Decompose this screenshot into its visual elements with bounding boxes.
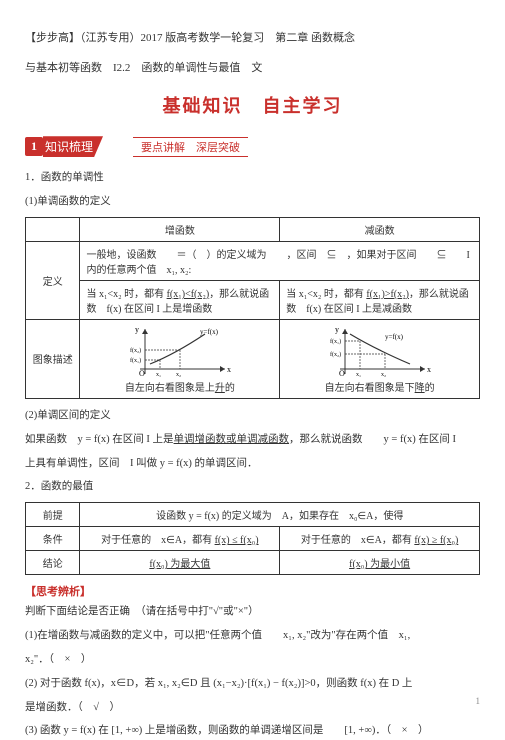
svg-text:x₂: x₂ (176, 372, 181, 378)
q1a: (1)在增函数与减函数的定义中，可以把"任意两个值 x₁, x₂"改为"存在两个… (25, 627, 480, 645)
svg-text:x₂: x₂ (381, 372, 386, 378)
tbl2-h1: 前提 (26, 503, 80, 527)
banner-label: 知识梳理 (43, 136, 103, 157)
section-2-title: 2．函数的最值 (25, 478, 480, 496)
svg-text:x₁: x₁ (156, 372, 161, 378)
s1-p2a: 如果函数 y = f(x) 在区间 I 上是单调增函数或单调减函数，那么就说函数… (25, 431, 480, 449)
svg-text:y=f(x): y=f(x) (200, 328, 219, 336)
th-increasing: 增函数 (80, 217, 280, 241)
svg-text:x: x (227, 365, 231, 374)
tbl2-res-max: f(x₀) 为最大值 (80, 551, 280, 575)
svg-text:x₁: x₁ (356, 372, 361, 378)
section-1-sub2: (2)单调区间的定义 (25, 407, 480, 425)
page-number: 1 (476, 696, 481, 706)
graph-increasing: x y O y=f(x) f(x₁) f(x₂) x₁ x₂ 自左向右看图象是上… (80, 319, 280, 398)
header-line-1: 【步步高】（江苏专用）2017 版高考数学一轮复习 第二章 函数概念 (25, 30, 480, 48)
svg-text:y: y (135, 325, 139, 334)
th-decreasing: 减函数 (280, 217, 480, 241)
think-title: 【思考辨析】 (25, 583, 480, 599)
def-inc-cell: 当 x₁<x₂ 时，都有 f(x₁)<f(x₂)，那么就说函数 f(x) 在区间… (80, 280, 280, 319)
svg-text:x: x (427, 365, 431, 374)
svg-text:O: O (339, 369, 345, 378)
tbl2-res-label: 结论 (26, 551, 80, 575)
svg-text:f(x₂): f(x₂) (330, 351, 341, 358)
tbl2-res-min: f(x₀) 为最小值 (280, 551, 480, 575)
graph-label: 图象描述 (26, 319, 80, 398)
tbl2-cond-max: 对于任意的 x∈A，都有 f(x) ≤ f(x₀) (80, 527, 280, 551)
banner-number: 1 (25, 137, 43, 156)
def-common: 一般地，设函数 ＝（ ）的定义域为 ，区间 ⊆ ，如果对于区间 ⊆ I 内的任意… (80, 241, 480, 280)
header-line-2: 与基本初等函数 I2.2 函数的单调性与最值 文 (25, 60, 480, 78)
section-banner: 1 知识梳理 要点讲解 深层突破 (25, 136, 480, 157)
section-1-sub1: (1)单调函数的定义 (25, 193, 480, 211)
extremum-table: 前提 设函数 y = f(x) 的定义域为 A，如果存在 x₀∈A，使得 条件 … (25, 502, 480, 575)
section-1-title: 1．函数的单调性 (25, 169, 480, 187)
tbl2-cond-label: 条件 (26, 527, 80, 551)
def-dec-cell: 当 x₁<x₂ 时，都有 f(x₁)>f(x₂)，那么就说函数 f(x) 在区间… (280, 280, 480, 319)
graph-decreasing: x y O y=f(x) f(x₁) f(x₂) x₁ x₂ 自左向右看图象是下… (280, 319, 480, 398)
main-title: 基础知识 自主学习 (163, 96, 343, 116)
svg-text:f(x₁): f(x₁) (130, 357, 141, 364)
svg-text:y: y (335, 325, 339, 334)
svg-text:y=f(x): y=f(x) (385, 333, 404, 341)
banner-subtitle: 要点讲解 深层突破 (133, 137, 248, 157)
svg-text:f(x₁): f(x₁) (330, 338, 341, 345)
tbl2-h2: 设函数 y = f(x) 的定义域为 A，如果存在 x₀∈A，使得 (80, 503, 480, 527)
def-label: 定义 (26, 241, 80, 319)
q1b: x₂"．（ × ） (25, 651, 480, 669)
main-title-row: 基础知识 自主学习 (25, 92, 480, 118)
s1-p2b: 上具有单调性，区间 I 叫做 y = f(x) 的单调区间． (25, 455, 480, 473)
q2a: (2) 对于函数 f(x)，x∈D，若 x₁, x₂∈D 且 (x₁−x₂)·[… (25, 675, 480, 693)
svg-text:O: O (139, 369, 145, 378)
tbl2-cond-min: 对于任意的 x∈A，都有 f(x) ≥ f(x₀) (280, 527, 480, 551)
monotone-def-table: 增函数 减函数 定义 一般地，设函数 ＝（ ）的定义域为 ，区间 ⊆ ，如果对于… (25, 217, 480, 399)
svg-text:f(x₂): f(x₂) (130, 347, 141, 354)
q3: (3) 函数 y = f(x) 在 [1, +∞) 上是增函数，则函数的单调递增… (25, 722, 480, 740)
graph-inc-caption: 自左向右看图象是上升的 (86, 379, 273, 394)
graph-dec-caption: 自左向右看图象是下降的 (286, 379, 473, 394)
think-intro: 判断下面结论是否正确 （请在括号中打"√"或"×"） (25, 603, 480, 621)
